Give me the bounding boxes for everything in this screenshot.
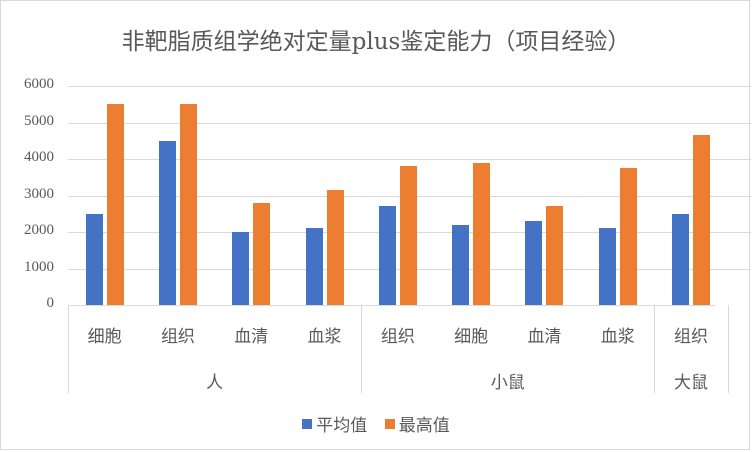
gridline <box>68 159 751 160</box>
gridline <box>68 122 751 124</box>
x-category-label: 细胞 <box>454 327 489 347</box>
bar-average[interactable] <box>598 228 616 305</box>
y-tick-label: 3000 <box>24 185 54 202</box>
bar-max[interactable] <box>473 162 491 305</box>
legend-swatch-orange-icon <box>384 418 395 429</box>
bar-average[interactable] <box>452 224 470 305</box>
x-category-label: 血清 <box>527 327 562 347</box>
bar-average[interactable] <box>85 213 103 305</box>
bar-average[interactable] <box>232 232 250 305</box>
x-category-label: 血浆 <box>307 327 342 347</box>
x-category-label: 血浆 <box>600 327 635 347</box>
y-tick-label: 0 <box>46 295 55 311</box>
legend-label: 平均值 <box>316 416 368 436</box>
group-divider <box>361 305 363 393</box>
bar-max[interactable] <box>619 168 637 305</box>
bar-average[interactable] <box>672 213 690 305</box>
legend-item-average[interactable]: 平均值 <box>302 411 367 436</box>
group-divider <box>727 305 729 393</box>
gridline <box>68 86 751 87</box>
bar-average[interactable] <box>305 228 323 305</box>
group-divider <box>68 305 69 393</box>
group-divider <box>654 305 656 393</box>
legend-label: 最高值 <box>398 416 450 436</box>
y-tick-label: 6000 <box>24 76 54 92</box>
legend: 平均值 最高值 <box>0 411 752 436</box>
y-tick-label: 1000 <box>24 258 54 275</box>
y-tick-label: 4000 <box>24 149 54 165</box>
x-category-label: 组织 <box>160 327 195 347</box>
bar-max[interactable] <box>106 104 124 305</box>
bar-max[interactable] <box>399 166 417 305</box>
bar-average[interactable] <box>525 221 543 305</box>
bar-max[interactable] <box>326 190 344 305</box>
bar-max[interactable] <box>179 104 197 305</box>
x-category-label: 细胞 <box>87 327 122 347</box>
x-category-label: 组织 <box>674 327 709 347</box>
x-category-label: 组织 <box>380 327 415 347</box>
x-category-label: 血清 <box>234 327 269 347</box>
x-group-label: 小鼠 <box>490 373 525 393</box>
bar-average[interactable] <box>378 206 396 305</box>
y-tick-label: 2000 <box>24 222 54 238</box>
legend-swatch-blue-icon <box>302 418 313 429</box>
bar-max[interactable] <box>693 135 711 305</box>
legend-item-max[interactable]: 最高值 <box>384 411 450 436</box>
bar-average[interactable] <box>158 140 176 305</box>
x-group-label: 大鼠 <box>674 373 709 393</box>
bar-max[interactable] <box>253 202 271 305</box>
x-axis-line <box>68 305 715 306</box>
bar-max[interactable] <box>546 206 564 305</box>
y-tick-label: 5000 <box>24 112 54 129</box>
chart-title: 非靶脂质组学绝对定量plus鉴定能力（项目经验） <box>121 29 631 55</box>
x-group-label: 人 <box>206 373 224 393</box>
